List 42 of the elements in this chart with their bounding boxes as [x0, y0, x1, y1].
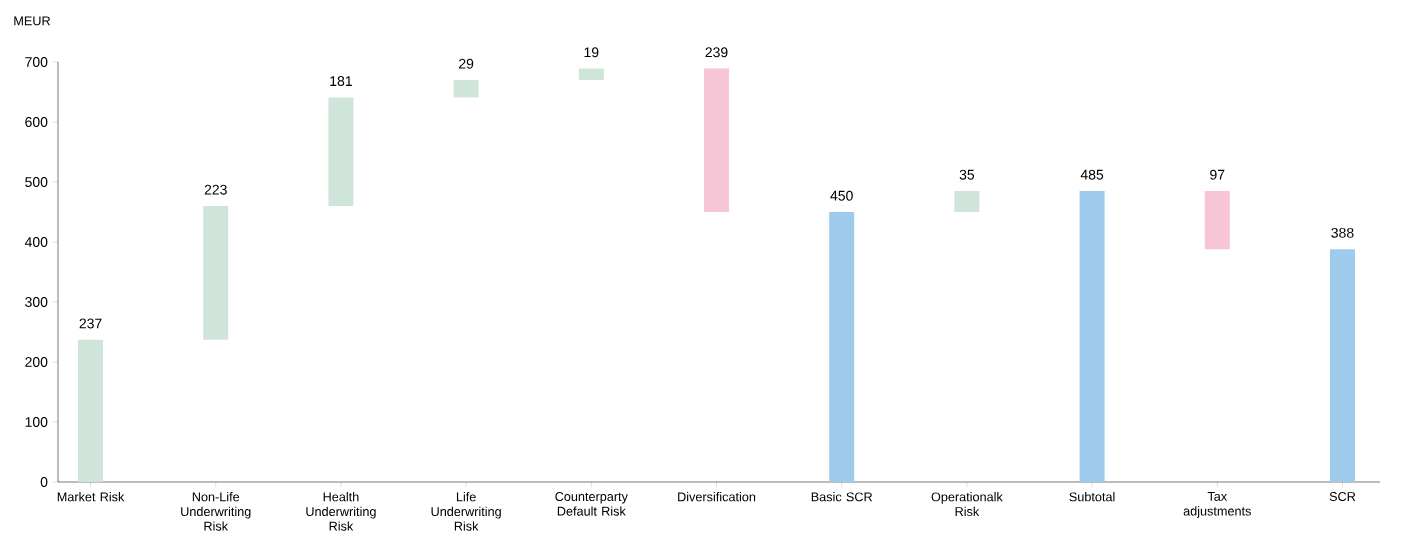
y-tick-label: 300 [25, 297, 48, 307]
data-label: 237 [79, 318, 102, 329]
bar [78, 339, 104, 482]
data-label: 388 [1331, 227, 1354, 238]
bar [703, 68, 730, 212]
y-tick-label: 600 [25, 117, 48, 127]
bar [1329, 249, 1355, 482]
y-tick-label: 700 [25, 57, 48, 67]
y-tick-label: 400 [24, 237, 48, 247]
x-tick-label: SCR [1329, 492, 1356, 502]
y-tick-label: 500 [25, 177, 48, 187]
x-tick-label: Tax adjustments [1183, 492, 1251, 519]
y-tick-label: 200 [25, 357, 48, 367]
bar [328, 97, 354, 206]
data-label: 450 [830, 190, 853, 201]
bar [954, 191, 980, 212]
data-label: 29 [459, 58, 474, 69]
data-label: 485 [1080, 169, 1104, 180]
x-tick-label: Subtotal [1069, 492, 1115, 502]
x-tick-label: Life Underwriting Risk [431, 492, 501, 531]
data-label: 239 [705, 47, 728, 58]
x-tick-label: Diversification [678, 492, 756, 502]
y-tick-label: 0 [40, 477, 48, 487]
data-label: 223 [204, 184, 227, 195]
data-label: 19 [584, 47, 599, 58]
bar [1204, 191, 1230, 250]
x-tick-label: Health Underwriting Risk [306, 492, 376, 531]
data-label: 97 [1210, 169, 1225, 180]
bar [453, 80, 479, 98]
bar [203, 206, 229, 340]
x-tick-label: Non-Life Underwriting Risk [181, 492, 251, 531]
x-tick-label: Operationalk Risk [931, 492, 1003, 517]
x-tick-label: Market Risk [57, 492, 125, 502]
y-axis-title: MEUR [14, 16, 51, 26]
bar [1079, 191, 1105, 482]
bar [829, 212, 855, 482]
data-label: 181 [330, 76, 352, 87]
bar [578, 68, 604, 80]
data-label: 35 [959, 169, 975, 180]
x-tick-label: Counterparty Default Risk [555, 492, 628, 516]
y-tick-label: 100 [25, 417, 48, 427]
x-tick-label: Basic SCR [811, 492, 873, 502]
